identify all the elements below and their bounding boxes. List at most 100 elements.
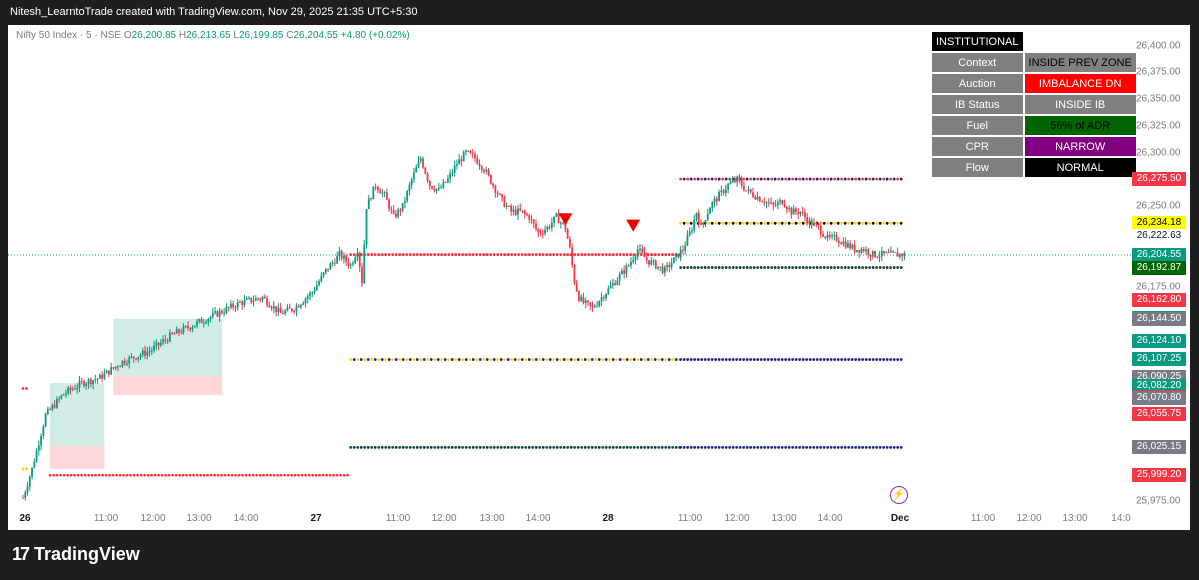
level-dot: [629, 445, 633, 449]
lightning-icon[interactable]: ⚡: [890, 486, 908, 504]
level-dot: [503, 358, 507, 361]
candle-body: [388, 199, 391, 210]
level-dot: [784, 177, 788, 181]
candle-body: [734, 180, 736, 182]
level-dot: [283, 473, 287, 477]
candle-body: [747, 189, 750, 191]
candle-body: [137, 356, 140, 360]
candle-body: [562, 222, 565, 224]
level-dot: [682, 358, 686, 361]
level-dot: [21, 467, 25, 471]
candle-body: [390, 209, 393, 211]
level-dot: [583, 253, 587, 256]
level-dot: [520, 358, 524, 361]
candle-body: [510, 205, 513, 212]
level-dot: [798, 445, 802, 449]
level-dot: [714, 445, 718, 449]
time-tick: 14:00: [233, 513, 259, 524]
candle-body: [752, 192, 754, 197]
level-dot: [843, 177, 847, 181]
tradingview-logo[interactable]: 17 TradingView: [12, 544, 140, 565]
candle-body: [756, 196, 759, 200]
candle-body: [487, 169, 490, 175]
level-dot: [850, 358, 854, 361]
level-dot: [615, 358, 619, 361]
candle-body: [478, 163, 481, 167]
level-dot: [836, 445, 840, 449]
level-dot: [693, 177, 697, 181]
level-dot: [735, 221, 739, 225]
level-dot: [475, 445, 479, 449]
level-dot: [492, 358, 496, 361]
price-tag[interactable]: 26,107.25: [1132, 352, 1186, 367]
price-tag[interactable]: 26,275.50: [1132, 172, 1186, 187]
level-dot: [230, 473, 234, 477]
price-tag[interactable]: 26,144.50: [1132, 312, 1186, 327]
level-dot: [101, 473, 105, 477]
level-dot: [773, 221, 777, 225]
price-tag[interactable]: 26,222.63: [1132, 228, 1186, 243]
price-tag[interactable]: 26,162.80: [1132, 292, 1186, 307]
level-dot: [380, 358, 384, 361]
symbol-label[interactable]: Nifty 50 Index · 5 · NSE: [16, 30, 122, 41]
candle-body: [643, 252, 646, 258]
level-dot: [833, 221, 837, 225]
level-dot: [132, 473, 136, 477]
candle-body: [139, 355, 142, 357]
candle-body: [352, 262, 354, 265]
level-dot: [875, 221, 879, 225]
chart-frame[interactable]: Nifty 50 Index · 5 · NSE O26,200.85 H26,…: [8, 25, 1190, 530]
candle-body: [132, 356, 135, 359]
candle-body: [659, 266, 662, 268]
level-dot: [686, 177, 690, 181]
candle-body: [37, 445, 40, 451]
price-chart[interactable]: [8, 25, 1132, 530]
level-dot: [622, 358, 626, 361]
level-dot: [506, 253, 510, 256]
price-axis[interactable]: 26,400.00 26,375.00 26,350.00 26,325.00 26,3…: [1132, 25, 1190, 530]
level-dot: [450, 358, 454, 361]
candle-body: [772, 202, 775, 206]
level-dot: [290, 473, 294, 477]
price-tag[interactable]: 25,999.20: [1132, 468, 1186, 482]
level-dot: [513, 358, 517, 361]
candle-body: [738, 176, 741, 181]
level-dot: [625, 358, 629, 361]
candle-body: [410, 179, 413, 185]
level-dot: [836, 177, 840, 181]
level-dot: [464, 253, 468, 256]
level-dot: [314, 473, 318, 477]
level-dot: [646, 253, 650, 256]
candle-body: [587, 300, 589, 303]
level-dot: [531, 358, 535, 361]
level-dot: [671, 445, 675, 449]
price-tag[interactable]: 26,124.10: [1132, 334, 1186, 349]
table-row-label: CPR: [932, 137, 1023, 156]
level-dot: [759, 358, 763, 361]
level-dot: [527, 358, 531, 361]
price-tag[interactable]: 26,055.75: [1132, 407, 1186, 422]
candle-body: [489, 174, 492, 184]
candle-body: [584, 300, 587, 303]
time-tick: 14:0: [1111, 513, 1131, 524]
candle-body: [869, 254, 872, 257]
level-dot: [763, 445, 767, 449]
candle-body: [578, 291, 580, 301]
level-dot: [97, 473, 101, 477]
candle-body: [112, 367, 115, 369]
level-dot: [419, 253, 423, 256]
level-dot: [735, 266, 739, 269]
price-tag[interactable]: 26,234.18: [1132, 216, 1186, 231]
candle-body: [331, 262, 334, 264]
level-dot: [815, 445, 819, 449]
price-tag[interactable]: 26,192.87: [1132, 260, 1186, 275]
level-dot: [153, 473, 157, 477]
price-tag[interactable]: 26,204.55: [1132, 248, 1186, 263]
price-tag[interactable]: 26,025.15: [1132, 440, 1186, 455]
price-tag[interactable]: 26,070.80: [1132, 391, 1186, 406]
level-dot: [707, 445, 711, 449]
level-dot: [160, 473, 164, 477]
level-dot: [461, 253, 465, 256]
level-dot: [871, 177, 875, 181]
level-dot: [833, 358, 837, 361]
